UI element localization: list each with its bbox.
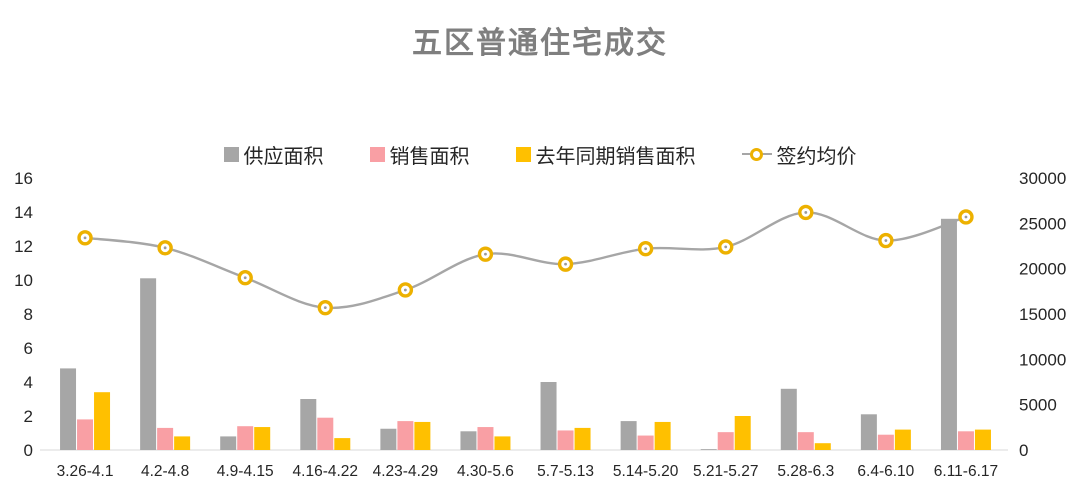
right-axis-tick-20000: 20000 — [1019, 260, 1066, 279]
legend: 供应面积 销售面积 去年同期销售面积 签约均价 — [0, 140, 1080, 169]
bar-0-cat-8 — [700, 449, 717, 450]
avg-price-line — [84, 211, 967, 310]
avg-price-marker-dot-11 — [964, 215, 968, 219]
right-axis-tick-15000: 15000 — [1019, 305, 1066, 324]
bar-0-cat-2 — [220, 436, 237, 450]
x-axis-label-11: 6.11-6.17 — [934, 463, 998, 480]
x-axis-label-6: 5.7-5.13 — [537, 463, 594, 480]
x-axis-label-2: 4.9-4.15 — [217, 463, 274, 480]
bar-1-cat-1 — [157, 427, 174, 450]
legend-label-supply-area: 供应面积 — [243, 146, 324, 168]
x-axis-label-4: 4.23-4.29 — [373, 463, 439, 480]
bar-2-cat-6 — [574, 427, 591, 450]
bar-0-cat-1 — [140, 278, 157, 450]
bar-0-cat-11 — [940, 218, 957, 450]
left-axis-tick-6: 6 — [24, 339, 33, 358]
legend-label-sales-area: 销售面积 — [389, 146, 470, 168]
x-axis-label-7: 5.14-5.20 — [613, 463, 679, 480]
avg-price-marker-dot-6 — [564, 262, 567, 266]
right-axis-tick-30000: 30000 — [1019, 169, 1066, 188]
bar-1-cat-6 — [557, 430, 574, 450]
bar-1-cat-7 — [637, 435, 654, 450]
bar-0-cat-5 — [460, 431, 477, 450]
bar-1-cat-11 — [957, 431, 974, 450]
legend-item-sales-area: 销售面积 — [369, 140, 470, 169]
avg-price-marker-dot-3 — [323, 306, 327, 310]
avg-price-marker-ring — [749, 148, 763, 161]
bar-0-cat-3 — [300, 399, 317, 450]
bar-2-cat-7 — [654, 421, 671, 450]
bar-2-cat-0 — [94, 392, 111, 450]
bar-0-cat-4 — [380, 428, 397, 450]
avg-price-marker-dot-2 — [243, 276, 247, 280]
bar-2-cat-11 — [974, 429, 991, 450]
bar-1-cat-4 — [397, 421, 414, 450]
bar-2-cat-10 — [894, 429, 911, 450]
left-axis-tick-2: 2 — [24, 407, 33, 426]
bar-1-cat-8 — [717, 432, 734, 450]
x-axis-label-1: 4.2-4.8 — [141, 463, 189, 480]
bar-0-cat-9 — [780, 388, 797, 450]
last-year-sales-area-swatch-icon — [515, 147, 531, 162]
x-axis-label-8: 5.21-5.27 — [693, 463, 759, 480]
bar-2-cat-1 — [174, 436, 191, 450]
x-axis-label-9: 5.28-6.3 — [777, 463, 834, 480]
avg-price-marker-dot-7 — [644, 247, 648, 251]
bar-1-cat-10 — [877, 434, 894, 450]
left-axis-tick-12: 12 — [14, 237, 33, 256]
bar-0-cat-10 — [860, 414, 877, 450]
bar-2-cat-5 — [494, 436, 511, 450]
left-axis-tick-14: 14 — [14, 203, 33, 222]
bar-2-cat-9 — [814, 443, 831, 450]
legend-label-last-year-sales-area: 去年同期销售面积 — [535, 146, 696, 168]
right-axis-tick-25000: 25000 — [1019, 214, 1066, 233]
bar-2-cat-4 — [414, 421, 431, 450]
x-axis-label-3: 4.16-4.22 — [293, 463, 359, 480]
avg-price-marker-dot-0 — [83, 236, 87, 240]
left-axis-tick-4: 4 — [24, 373, 33, 392]
bar-0-cat-0 — [60, 368, 77, 450]
avg-price-marker-dot-10 — [884, 239, 888, 242]
avg-price-line-marker-icon — [741, 147, 772, 162]
right-axis-tick-5000: 5000 — [1019, 396, 1057, 415]
legend-item-avg-price: 签约均价 — [741, 140, 857, 169]
bar-1-cat-0 — [77, 419, 94, 450]
supply-area-swatch-icon — [223, 147, 239, 162]
avg-price-marker-dot-8 — [724, 245, 728, 249]
bar-1-cat-9 — [797, 432, 814, 450]
left-axis-tick-10: 10 — [14, 271, 33, 290]
x-axis-label-0: 3.26-4.1 — [57, 463, 114, 480]
right-axis-tick-0: 0 — [1019, 441, 1028, 460]
chart-title: 五区普通住宅成交 — [412, 27, 668, 60]
avg-price-marker-dot-1 — [163, 246, 167, 250]
left-axis-tick-8: 8 — [24, 305, 33, 324]
sales-area-swatch-icon — [369, 147, 385, 162]
avg-price-marker-dot-4 — [403, 288, 407, 292]
legend-item-supply-area: 供应面积 — [223, 140, 324, 169]
right-axis-tick-10000: 10000 — [1019, 350, 1066, 369]
legend-label-avg-price: 签约均价 — [776, 146, 857, 168]
bar-0-cat-7 — [620, 421, 637, 450]
x-axis-label-5: 4.30-5.6 — [457, 463, 514, 480]
left-axis-tick-16: 16 — [14, 169, 33, 188]
avg-price-marker-dot-9 — [804, 211, 808, 214]
bar-1-cat-2 — [237, 426, 254, 450]
left-axis-tick-0: 0 — [24, 441, 33, 460]
legend-item-last-year-sales-area: 去年同期销售面积 — [515, 140, 696, 169]
bar-2-cat-2 — [254, 427, 271, 450]
avg-price-marker-dot-5 — [484, 252, 487, 256]
bar-0-cat-6 — [540, 382, 557, 450]
bar-2-cat-3 — [334, 438, 351, 450]
bar-1-cat-3 — [317, 417, 334, 450]
x-axis-label-10: 6.4-6.10 — [857, 463, 914, 480]
bar-1-cat-5 — [477, 427, 494, 450]
bar-2-cat-8 — [734, 416, 751, 450]
